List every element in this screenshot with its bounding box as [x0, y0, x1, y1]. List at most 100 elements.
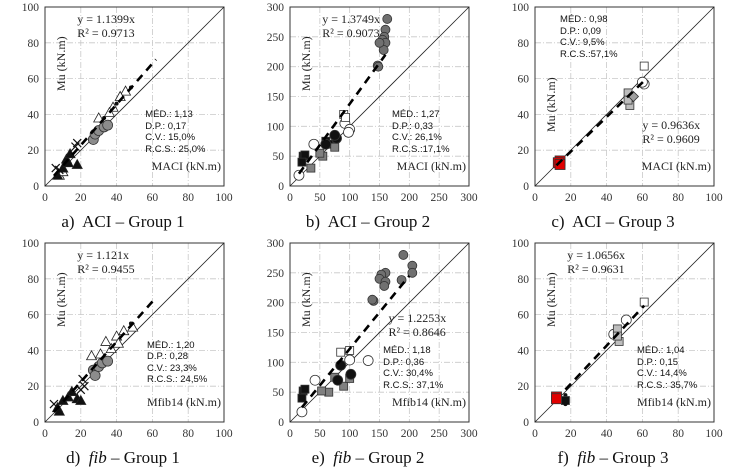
caption-letter: c) [551, 212, 565, 231]
r-squared-text: R² = 0.9073 [322, 26, 380, 41]
plot-frame [534, 242, 715, 423]
plot-area: 0 20 40 60 80 100 0 20 40 60 80 100 [22, 2, 233, 204]
data-point-dot-black [114, 101, 119, 106]
y-tick-label: 200 [267, 298, 285, 310]
stat-line: R.C.S.:57,1% [560, 48, 618, 60]
data-point-square-black [297, 157, 307, 167]
plot-frame [289, 6, 470, 187]
equation-text: y = 1.0656x [567, 248, 625, 263]
stat-line: MÉD.: 1,13 [145, 109, 193, 121]
x-tick-label: 100 [341, 192, 359, 204]
data-point-circle-open [344, 354, 356, 366]
stat-line: D.P.: 0,28 [147, 351, 189, 363]
data-point-circle-open [362, 355, 374, 366]
x-tick-label: 20 [75, 192, 87, 204]
panel-caption: f) fib – Group 3 [490, 448, 736, 468]
stat-line: D.P.: 0,33 [392, 120, 434, 132]
y-tick-label: 20 [518, 381, 530, 393]
data-point-triangle-black [53, 405, 65, 416]
caption-letter: d) [66, 448, 81, 467]
y-tick-label: 150 [267, 328, 285, 340]
y-tick-label: 40 [28, 345, 40, 357]
x-tick-label: 300 [460, 428, 478, 440]
data-point-square-open [639, 297, 649, 307]
data-point-cross [49, 399, 59, 409]
x-tick-label: 60 [147, 428, 159, 440]
stat-line: MÉD.: 1,18 [383, 345, 431, 357]
stat-line: R.C.S.:17,1% [392, 143, 450, 155]
r-squared-text: R² = 0.9713 [77, 26, 135, 41]
x-axis-label: MACI (kN.m) [151, 159, 221, 174]
trendline [297, 53, 387, 175]
r-squared-text: R² = 0.9455 [77, 262, 135, 277]
data-point-square-open [336, 347, 346, 357]
x-tick-label: 60 [147, 192, 159, 204]
data-point-circle-black [345, 368, 357, 380]
caption-method: ACI [327, 212, 357, 231]
y-axis-label: Mu (kN.m) [53, 35, 68, 91]
y-axis-label: Mu (kN.m) [53, 271, 68, 327]
r-squared-text: R² = 0.8646 [388, 325, 446, 340]
x-axis-label: Mfib14 (kN.m) [637, 395, 711, 410]
y-tick-label: 0 [278, 417, 284, 429]
y-tick-label: 200 [267, 62, 285, 74]
x-axis-label: Mfib14 (kN.m) [147, 395, 221, 410]
stat-line: R.C.S.: 37,1% [383, 379, 444, 391]
y-tick-label: 0 [33, 417, 39, 429]
x-tick-label: 100 [215, 192, 233, 204]
y-tick-label: 250 [267, 32, 285, 44]
x-tick-label: 200 [401, 428, 419, 440]
r-squared-text: R² = 0.9609 [642, 131, 700, 146]
data-point-circle-darkgray [407, 267, 418, 278]
x-tick-label: 80 [672, 192, 684, 204]
data-point-circle-darkgray [378, 45, 389, 55]
stat-line: C.V.: 14,4% [637, 368, 687, 380]
x-axis-label: MACI (kN.m) [641, 159, 711, 174]
data-point-circle-gray [89, 370, 101, 381]
caption-method: fib [88, 448, 107, 467]
plot-area: 0 20 40 60 80 100 0 20 40 60 80 100 [512, 238, 723, 440]
y-tick-label: 100 [512, 238, 530, 250]
statistics-box: MÉD.: 1,18 D.P.: 0,36 C.V.: 30,4% R.C.S.: 3… [383, 345, 443, 391]
y-tick-label: 50 [273, 387, 285, 399]
plot-frame [44, 242, 225, 423]
data-point-circle-open [293, 169, 305, 181]
identity-line [534, 242, 715, 423]
x-tick-label: 80 [182, 192, 194, 204]
y-tick-label: 100 [512, 2, 530, 14]
data-point-square-red [554, 159, 566, 170]
x-tick-label: 20 [565, 428, 577, 440]
data-point-circle-darkgray [367, 294, 378, 305]
trendline-equation: y = 1.2253x R² = 0.8646 [388, 311, 446, 339]
x-tick-label: 20 [565, 192, 577, 204]
x-tick-label: 0 [42, 428, 48, 440]
plot-frame [289, 242, 470, 423]
caption-group: – Group 2 [355, 448, 425, 467]
x-axis-label: Mfib14 (kN.m) [392, 395, 466, 410]
x-tick-label: 80 [182, 428, 194, 440]
y-axis-label: Mu (kN.m) [298, 271, 313, 327]
data-point-square-gray [315, 148, 325, 158]
x-tick-label: 250 [431, 428, 449, 440]
x-tick-label: 0 [42, 192, 48, 204]
data-point-triangle-open [85, 349, 98, 361]
data-point-circle-darkgray [398, 250, 409, 260]
stat-line: MÉD.: 1,27 [392, 109, 440, 121]
panel-caption: c) ACI – Group 3 [490, 212, 736, 232]
x-tick-label: 60 [637, 428, 649, 440]
statistics-box: MÉD.: 1,04 D.P.: 0,15 C.V.: 14,4% R.C.S.: 3… [637, 345, 697, 391]
y-tick-label: 100 [267, 121, 285, 133]
x-tick-label: 0 [287, 428, 293, 440]
y-tick-label: 60 [28, 310, 40, 322]
y-tick-label: 0 [33, 181, 39, 193]
x-tick-label: 80 [672, 428, 684, 440]
y-axis-label: Mu (kN.m) [543, 77, 558, 132]
data-point-triangle-open [112, 337, 125, 348]
caption-group: – Group 1 [110, 448, 180, 467]
x-tick-label: 40 [601, 192, 613, 204]
trendline [555, 79, 646, 167]
x-tick-label: 40 [601, 428, 613, 440]
caption-group: – Group 2 [361, 212, 431, 231]
statistics-box: MÉD.: 0,98 D.P.: 0,09 C.V.: 9,5% R.C.S.:57,… [560, 14, 618, 60]
x-tick-label: 200 [401, 192, 419, 204]
